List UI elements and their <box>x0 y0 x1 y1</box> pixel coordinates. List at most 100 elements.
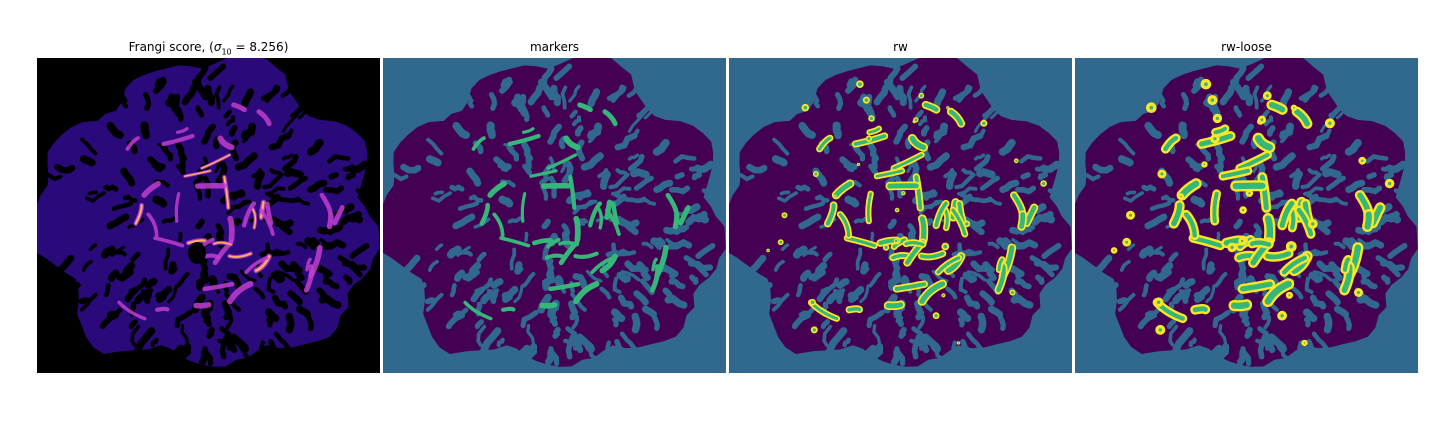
edge-blob-core <box>1242 209 1245 212</box>
channel <box>550 84 561 107</box>
vessel-marker <box>1264 280 1292 305</box>
channel <box>194 184 203 201</box>
channel <box>509 247 517 271</box>
channel <box>1319 128 1332 140</box>
channel <box>1333 305 1350 318</box>
rw-loose-image <box>1075 58 1418 373</box>
edge-blob-core <box>810 300 815 304</box>
channel <box>1014 278 1032 290</box>
channel <box>987 305 1004 318</box>
channel <box>234 152 258 171</box>
channel <box>160 144 174 162</box>
vessel-marker <box>948 109 964 126</box>
channel <box>1381 274 1391 285</box>
channel <box>116 269 134 281</box>
rw-loose-title: rw-loose <box>1221 40 1272 54</box>
channel <box>584 345 597 360</box>
channel <box>923 189 937 201</box>
vessel-peak <box>252 208 257 229</box>
channel <box>958 276 968 294</box>
channel <box>1344 138 1362 156</box>
channel <box>264 85 281 103</box>
channel <box>973 153 986 161</box>
channel <box>1266 125 1276 137</box>
markers-title: markers <box>529 40 580 54</box>
vessel-marker <box>573 281 600 305</box>
channel <box>653 179 674 194</box>
channel <box>962 271 978 284</box>
channel <box>147 156 166 170</box>
channel <box>327 154 351 164</box>
frangi-canvas <box>37 58 380 373</box>
vessel-marker <box>1342 257 1351 272</box>
channel <box>466 93 475 109</box>
channel <box>933 122 949 140</box>
channel <box>1185 156 1204 170</box>
channel <box>157 76 167 90</box>
channel <box>425 155 442 167</box>
channel <box>278 260 303 274</box>
channel <box>925 218 935 224</box>
channel <box>914 84 927 103</box>
channel <box>1242 84 1253 107</box>
channel <box>1122 191 1145 204</box>
vessel-marker <box>1259 174 1269 211</box>
channel <box>1213 141 1226 162</box>
channel <box>872 323 882 345</box>
channel <box>87 190 99 196</box>
channel <box>217 338 232 351</box>
channel <box>673 154 697 164</box>
edge-blob-core <box>957 342 960 344</box>
channel <box>225 115 236 127</box>
channel <box>1020 172 1031 180</box>
vessel-marker <box>1254 135 1273 151</box>
vessel-marker <box>1264 215 1274 243</box>
channel <box>1212 343 1230 368</box>
frangi-title: Frangi score, (σ10 = 8.256) <box>128 40 289 57</box>
channel <box>1354 266 1368 280</box>
channel <box>1168 251 1179 263</box>
channel <box>269 215 293 236</box>
channel <box>922 199 944 210</box>
channel <box>1178 121 1188 140</box>
channel <box>191 78 210 101</box>
vessel-response <box>141 180 161 198</box>
edge-blob-core <box>1288 294 1291 297</box>
channel <box>561 160 574 185</box>
channel <box>1331 197 1349 206</box>
channel <box>496 337 505 348</box>
channel <box>683 255 709 278</box>
frangi-score-image <box>37 58 380 373</box>
channel <box>571 115 582 127</box>
channel <box>215 160 228 185</box>
channel <box>178 231 183 243</box>
channel <box>887 105 897 118</box>
channel <box>669 185 691 195</box>
channel <box>460 250 473 257</box>
channel <box>206 326 215 339</box>
channel <box>274 270 295 282</box>
vessel-marker <box>665 192 679 215</box>
channel <box>1309 294 1327 310</box>
edge-blob-core <box>1125 240 1129 244</box>
channel <box>985 197 1003 206</box>
channel <box>1239 123 1254 145</box>
edge-blob-core <box>1129 213 1132 217</box>
vessel-marker <box>573 215 581 243</box>
channel <box>652 138 670 156</box>
channel <box>490 289 499 304</box>
channel <box>404 282 427 293</box>
channel <box>452 213 476 230</box>
channel <box>317 225 342 235</box>
channel <box>771 155 788 167</box>
channel <box>568 300 579 321</box>
channel <box>120 167 136 187</box>
channel <box>1149 201 1172 211</box>
channel <box>1308 271 1324 284</box>
channel <box>316 287 332 304</box>
channel <box>577 189 591 201</box>
edge-blob-core <box>767 249 769 252</box>
channel <box>998 138 1016 156</box>
channel <box>490 278 504 289</box>
channel <box>78 297 91 305</box>
